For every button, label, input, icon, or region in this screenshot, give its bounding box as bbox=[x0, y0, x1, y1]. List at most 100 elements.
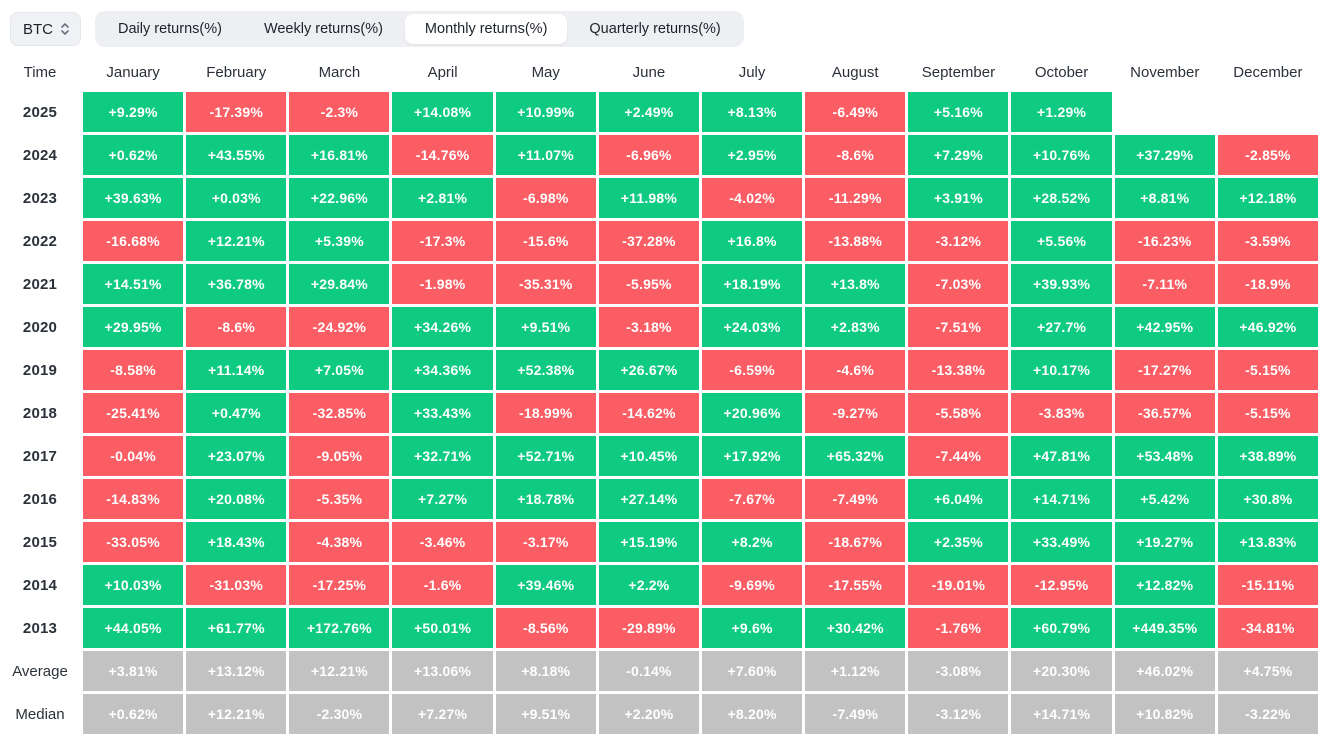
return-cell: +2.49% bbox=[598, 92, 699, 132]
return-cell: +12.21% bbox=[186, 221, 287, 261]
return-cell: +32.71% bbox=[392, 436, 493, 476]
return-cell: +47.81% bbox=[1011, 436, 1112, 476]
return-cell: +39.46% bbox=[495, 565, 596, 605]
return-cell: -4.02% bbox=[701, 178, 803, 218]
return-cell: +1.12% bbox=[805, 651, 906, 691]
return-cell: +18.43% bbox=[186, 522, 287, 562]
return-cell: -8.6% bbox=[805, 135, 906, 175]
return-cell: -9.69% bbox=[701, 565, 803, 605]
return-cell: -18.67% bbox=[805, 522, 906, 562]
return-cell: -8.56% bbox=[495, 608, 596, 648]
return-cell: -16.23% bbox=[1114, 221, 1215, 261]
return-cell: +9.29% bbox=[83, 92, 184, 132]
return-cell: +2.20% bbox=[598, 694, 699, 734]
return-cell: +16.8% bbox=[701, 221, 803, 261]
return-cell: -3.83% bbox=[1011, 393, 1112, 433]
return-cell: +14.71% bbox=[1011, 479, 1112, 519]
return-cell: -3.12% bbox=[908, 694, 1009, 734]
return-cell: +5.16% bbox=[908, 92, 1009, 132]
return-cell: +172.76% bbox=[289, 608, 390, 648]
return-cell: -6.59% bbox=[701, 350, 803, 390]
return-cell: +61.77% bbox=[186, 608, 287, 648]
return-cell: +3.81% bbox=[83, 651, 184, 691]
return-cell: +13.12% bbox=[186, 651, 287, 691]
month-column-header: February bbox=[206, 64, 267, 81]
row-label: 2022 bbox=[22, 232, 58, 250]
tab-monthly[interactable]: Monthly returns(%) bbox=[404, 14, 568, 44]
return-cell: +9.51% bbox=[495, 694, 596, 734]
month-column-header: June bbox=[632, 64, 666, 81]
asset-selector[interactable]: BTC bbox=[10, 12, 81, 46]
return-cell: +15.19% bbox=[598, 522, 699, 562]
return-cell: -32.85% bbox=[289, 393, 390, 433]
return-cell bbox=[1218, 92, 1318, 132]
return-cell: -17.55% bbox=[805, 565, 906, 605]
row-label: 2025 bbox=[22, 103, 58, 121]
return-cell: +6.04% bbox=[908, 479, 1009, 519]
tab-quarterly[interactable]: Quarterly returns(%) bbox=[589, 21, 721, 37]
return-cell: +8.20% bbox=[701, 694, 803, 734]
return-cell: -34.81% bbox=[1217, 608, 1318, 648]
return-cell: +7.05% bbox=[289, 350, 390, 390]
return-cell: +11.07% bbox=[495, 135, 596, 175]
return-cell: +12.82% bbox=[1114, 565, 1215, 605]
return-cell: +20.30% bbox=[1011, 651, 1112, 691]
return-cell: -7.49% bbox=[805, 694, 906, 734]
return-cell: -5.58% bbox=[908, 393, 1009, 433]
return-cell: +20.96% bbox=[701, 393, 803, 433]
return-cell: +7.29% bbox=[908, 135, 1009, 175]
return-cell: -6.49% bbox=[805, 92, 906, 132]
row-label: 2023 bbox=[22, 189, 58, 207]
row-label: 2020 bbox=[22, 318, 58, 336]
return-cell: +17.92% bbox=[701, 436, 803, 476]
return-cell: +27.7% bbox=[1011, 307, 1112, 347]
return-cell: +46.92% bbox=[1217, 307, 1318, 347]
row-label: 2014 bbox=[22, 576, 58, 594]
time-column-header: Time bbox=[23, 64, 57, 81]
return-cell: +12.18% bbox=[1217, 178, 1318, 218]
return-cell: +0.62% bbox=[83, 135, 184, 175]
return-cell: +10.82% bbox=[1114, 694, 1215, 734]
return-cell: +11.14% bbox=[186, 350, 287, 390]
row-label: 2024 bbox=[22, 146, 58, 164]
return-cell: +24.03% bbox=[701, 307, 803, 347]
return-cell: +449.35% bbox=[1114, 608, 1215, 648]
return-cell: -5.95% bbox=[598, 264, 699, 304]
return-cell: -14.62% bbox=[598, 393, 699, 433]
return-cell: -1.98% bbox=[392, 264, 493, 304]
return-cell: -17.27% bbox=[1114, 350, 1215, 390]
tab-weekly[interactable]: Weekly returns(%) bbox=[263, 21, 383, 37]
return-cell: +27.14% bbox=[598, 479, 699, 519]
asset-selector-label: BTC bbox=[23, 20, 53, 38]
return-cell: -17.25% bbox=[289, 565, 390, 605]
return-cell: -7.67% bbox=[701, 479, 803, 519]
return-cell: +33.43% bbox=[392, 393, 493, 433]
return-cell: +26.67% bbox=[598, 350, 699, 390]
return-cell: -8.6% bbox=[186, 307, 287, 347]
return-cell: -19.01% bbox=[908, 565, 1009, 605]
return-cell: +3.91% bbox=[908, 178, 1009, 218]
return-cell: +1.29% bbox=[1011, 92, 1112, 132]
return-cell: -1.6% bbox=[392, 565, 493, 605]
return-cell: -3.17% bbox=[495, 522, 596, 562]
return-cell: -25.41% bbox=[83, 393, 184, 433]
return-cell: +18.19% bbox=[701, 264, 803, 304]
month-column-header: March bbox=[318, 64, 361, 81]
return-cell: -3.22% bbox=[1217, 694, 1318, 734]
return-cell: +50.01% bbox=[392, 608, 493, 648]
return-cell: +34.26% bbox=[392, 307, 493, 347]
return-cell: +14.51% bbox=[83, 264, 184, 304]
return-cell: +13.06% bbox=[392, 651, 493, 691]
return-cell: +65.32% bbox=[805, 436, 906, 476]
tab-daily[interactable]: Daily returns(%) bbox=[118, 21, 222, 37]
row-label: 2013 bbox=[22, 619, 58, 637]
return-cell: +8.18% bbox=[495, 651, 596, 691]
return-cell: +29.84% bbox=[289, 264, 390, 304]
return-cell: +2.35% bbox=[908, 522, 1009, 562]
return-cell: -9.27% bbox=[805, 393, 906, 433]
return-cell: +9.51% bbox=[495, 307, 596, 347]
return-cell: -7.03% bbox=[908, 264, 1009, 304]
return-cell: +7.27% bbox=[392, 694, 493, 734]
return-cell: -7.11% bbox=[1114, 264, 1215, 304]
return-cell: +53.48% bbox=[1114, 436, 1215, 476]
